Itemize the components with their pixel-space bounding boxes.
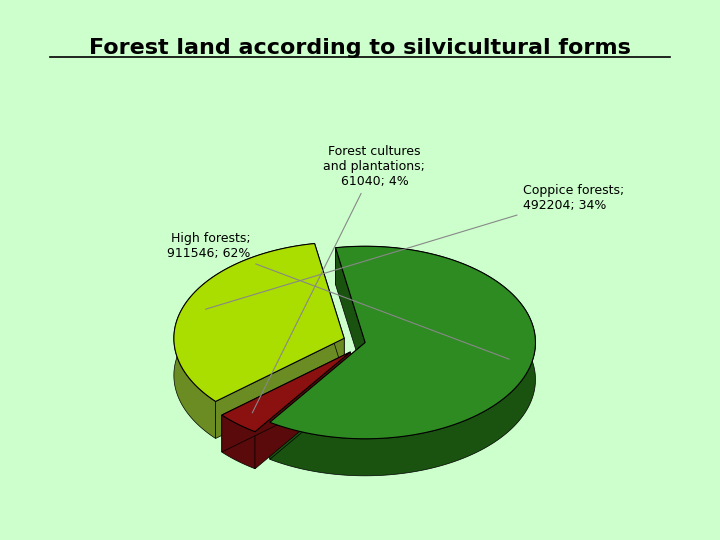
Polygon shape bbox=[255, 352, 351, 469]
Polygon shape bbox=[336, 248, 365, 380]
Text: Forest land according to silvicultural forms: Forest land according to silvicultural f… bbox=[89, 38, 631, 58]
Polygon shape bbox=[315, 244, 344, 375]
Polygon shape bbox=[174, 244, 344, 401]
Polygon shape bbox=[222, 352, 351, 452]
Polygon shape bbox=[222, 415, 255, 469]
Polygon shape bbox=[222, 352, 351, 431]
Polygon shape bbox=[270, 342, 365, 460]
Polygon shape bbox=[215, 339, 344, 438]
Polygon shape bbox=[270, 246, 536, 439]
Polygon shape bbox=[174, 244, 315, 438]
Text: Forest cultures
and plantations;
61040; 4%: Forest cultures and plantations; 61040; … bbox=[252, 145, 426, 413]
Text: Coppice forests;
492204; 34%: Coppice forests; 492204; 34% bbox=[206, 184, 624, 309]
Polygon shape bbox=[270, 246, 536, 476]
Text: High forests;
911546; 62%: High forests; 911546; 62% bbox=[167, 232, 509, 359]
